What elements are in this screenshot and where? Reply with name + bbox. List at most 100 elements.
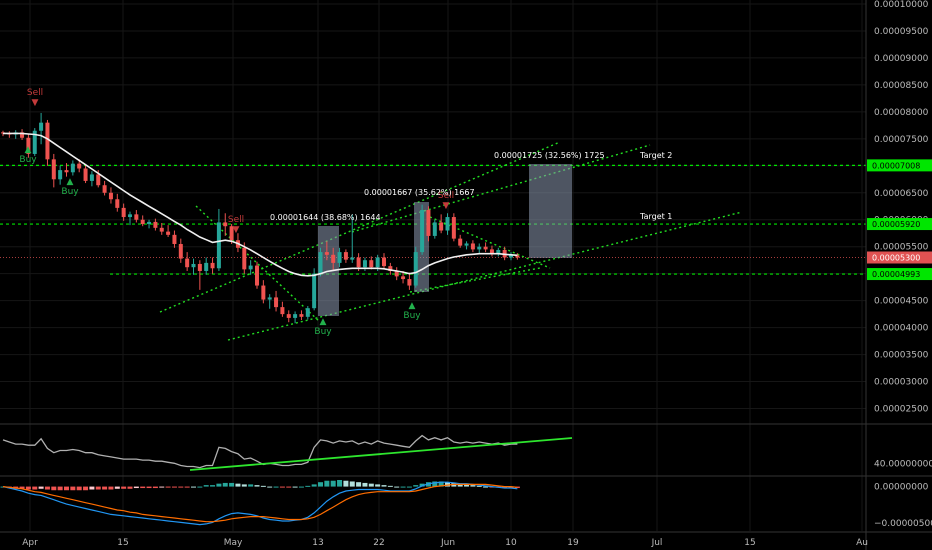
candle-body <box>197 263 202 271</box>
annotations: 0.00001644 (38.68%) 1644 0.00001667 (35.6… <box>270 151 672 222</box>
candle-body <box>39 122 44 131</box>
measure-annotation: 0.00001644 (38.68%) 1644 <box>270 213 381 222</box>
candle-body <box>413 252 418 286</box>
time-tick-label: Au <box>856 538 868 548</box>
price-tag-label: 0.00004993 <box>872 270 920 279</box>
candle-body <box>102 185 107 193</box>
macd-bar <box>508 486 514 489</box>
price-tick-label: 0.00007500 <box>874 135 929 145</box>
candle-body <box>64 170 69 173</box>
indicator-panes <box>0 423 932 526</box>
candle-body <box>274 297 279 308</box>
candle-body <box>267 297 272 300</box>
candle-body <box>477 246 482 250</box>
candle-body <box>388 266 393 271</box>
macd-bar <box>229 482 235 487</box>
macd-bar <box>216 483 222 487</box>
price-tag-box <box>867 268 932 281</box>
measure-annotation: 0.00001725 (32.56%) 1725 <box>494 151 605 160</box>
sell-label: Sell <box>27 88 43 98</box>
price-tick-label: 0.00004000 <box>874 324 929 334</box>
macd-tick-label: 0.00000000 <box>874 483 929 493</box>
candle-body <box>509 255 513 258</box>
macd-bar <box>248 484 254 487</box>
macd-bar <box>76 486 82 491</box>
candle-body <box>458 238 463 246</box>
macd-bar <box>279 486 285 488</box>
time-tick-label: 22 <box>373 538 384 548</box>
macd-bar <box>127 486 133 489</box>
candle-body <box>204 262 209 271</box>
time-axis[interactable]: Apr 15 May 13 22 Jun 10 19 Jul 15 Au <box>0 531 932 548</box>
macd-tick-label: −0.00000500 <box>874 519 932 529</box>
candle-body <box>394 270 399 277</box>
channel-line <box>195 205 321 323</box>
candle-body <box>382 257 386 267</box>
macd-bar <box>222 482 228 487</box>
macd-bar <box>210 485 216 487</box>
candle-body <box>58 170 63 180</box>
candle-body <box>324 252 329 255</box>
macd-bar <box>38 486 44 489</box>
macd-bar <box>184 486 190 488</box>
candle-body <box>337 252 342 263</box>
price-tick-label: 0.00008000 <box>874 108 929 118</box>
macd-bar <box>108 486 114 490</box>
candle-body <box>223 222 228 227</box>
macd-bar <box>476 485 482 487</box>
macd-bar <box>83 486 89 491</box>
trend-channels <box>159 141 743 341</box>
macd-bar <box>133 486 139 489</box>
macd-bar <box>114 486 120 489</box>
candle-body <box>242 247 247 270</box>
signals: ▼Sell▲Buy▲Buy▼Sell▲Buy▼Sell▲Buy <box>19 88 454 337</box>
candle-body <box>229 226 234 241</box>
price-tick-label: 0.00002500 <box>874 405 929 415</box>
time-tick-label: Apr <box>22 538 38 548</box>
macd-bar <box>273 486 279 488</box>
candle-body <box>178 244 183 259</box>
candle-body <box>299 314 304 317</box>
candle-body <box>32 130 37 154</box>
candle-body <box>89 174 94 181</box>
rsi-trendline <box>189 437 573 471</box>
candle-body <box>280 307 285 315</box>
price-tag-box <box>867 218 932 231</box>
macd-bar <box>140 486 146 489</box>
candle-body <box>445 217 450 231</box>
candle-body <box>166 231 171 235</box>
rsi-line <box>2 434 518 469</box>
buy-label: Buy <box>61 187 79 197</box>
price-tag-box <box>867 159 932 172</box>
candle-body <box>407 279 412 286</box>
macd-bar <box>330 480 336 487</box>
candle-body <box>464 243 469 246</box>
candle-body <box>375 257 380 268</box>
macd-bar <box>457 483 463 487</box>
macd-bar <box>502 486 508 489</box>
sell-marker: ▼ <box>32 98 39 108</box>
macd-bar <box>298 486 304 488</box>
macd-bar <box>292 486 298 488</box>
macd-bar <box>235 483 241 487</box>
macd-bar <box>165 486 171 488</box>
price-tag-label: 0.00005920 <box>872 220 920 229</box>
candle-body <box>426 210 431 236</box>
candle-body <box>20 132 25 138</box>
price-tag-label: 0.00005300 <box>872 253 920 262</box>
macd-bar <box>387 485 393 487</box>
macd-bar <box>197 486 203 488</box>
macd-bar <box>432 481 438 487</box>
candle-body <box>451 217 456 239</box>
macd-bar <box>25 486 31 490</box>
macd-bar <box>267 486 273 488</box>
candle-body <box>318 252 323 274</box>
candle-body <box>305 308 310 317</box>
buy-label: Buy <box>403 311 421 321</box>
candle-body <box>248 265 253 270</box>
candle-body <box>153 221 158 228</box>
candle-body <box>96 174 101 186</box>
rsi-tick-label: 40.00000000 <box>874 459 932 469</box>
time-tick-label: Jun <box>440 538 455 548</box>
